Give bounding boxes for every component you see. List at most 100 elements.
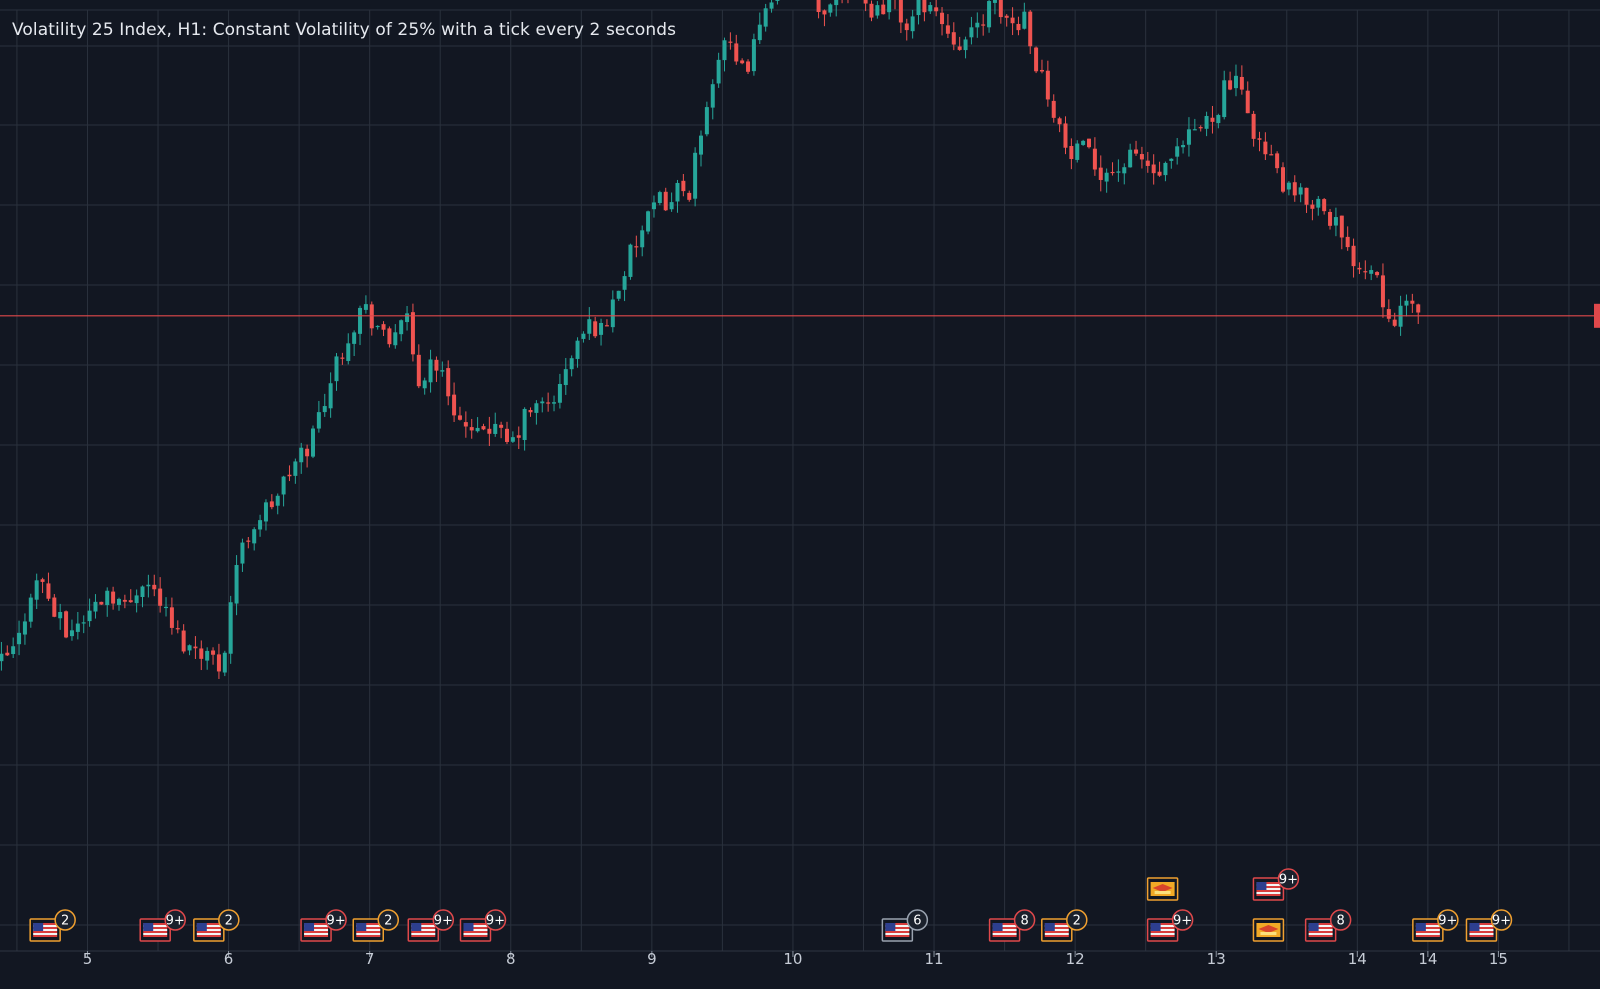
event-marker[interactable]: 2 (29, 909, 76, 942)
event-marker[interactable] (1252, 918, 1285, 942)
event-marker[interactable]: 2 (193, 909, 240, 942)
candle-body (75, 623, 80, 632)
candle-body (687, 192, 692, 200)
event-marker[interactable]: 9+ (407, 909, 455, 942)
candle-body (1392, 319, 1397, 326)
candle-body (910, 16, 915, 32)
candle-body (1163, 162, 1168, 176)
candle (863, 0, 868, 12)
candle (293, 458, 298, 484)
event-badge-count: 8 (1336, 914, 1344, 929)
candle (393, 324, 398, 349)
candle-body (205, 650, 210, 661)
event-marker[interactable]: 6 (881, 909, 929, 942)
price-axis-marker[interactable] (1594, 303, 1600, 328)
event-marker[interactable]: 9+ (1465, 909, 1513, 942)
candle (622, 271, 627, 302)
candle-body (1116, 171, 1121, 173)
candle-body (775, 0, 780, 1)
candle (1045, 60, 1050, 107)
candle-body (128, 600, 133, 603)
event-marker[interactable]: 9+ (300, 909, 347, 942)
candle-body (246, 540, 251, 542)
candle-body (951, 32, 956, 45)
candle-body (693, 152, 698, 199)
event-marker[interactable]: 2 (352, 909, 400, 942)
event-marker[interactable]: 8 (1304, 909, 1352, 942)
candle-body (169, 607, 174, 628)
candle (552, 395, 557, 412)
candle-body (1416, 304, 1421, 313)
event-marker[interactable]: 2 (1041, 909, 1088, 942)
candle (358, 305, 363, 346)
candle (440, 361, 445, 377)
event-marker[interactable]: 8 (988, 909, 1036, 942)
candle-body (1257, 138, 1262, 140)
candle-body (122, 599, 127, 602)
candle-body (99, 601, 104, 605)
event-marker[interactable]: 9+ (1252, 868, 1300, 901)
candle-body (375, 325, 380, 328)
candle-body (1345, 236, 1350, 248)
event-badge-count: 9+ (166, 914, 185, 929)
candle (1034, 46, 1039, 74)
event-marker[interactable]: 9+ (139, 909, 186, 942)
candle-body (599, 322, 604, 335)
candle-body (640, 230, 645, 248)
candle (1304, 187, 1309, 213)
event-marker[interactable]: 9+ (459, 909, 507, 942)
event-marker[interactable] (1146, 877, 1179, 901)
candle-body (487, 428, 492, 434)
candle-body (1181, 145, 1186, 148)
candle-body (869, 3, 874, 18)
candle-body (998, 0, 1003, 18)
candle (510, 431, 515, 444)
us-flag-icon (992, 923, 1017, 937)
event-marker[interactable]: 9+ (1412, 909, 1459, 942)
candle (651, 195, 656, 218)
candle-body (1045, 70, 1050, 100)
candle (81, 615, 86, 634)
candle-body (822, 10, 827, 15)
candle-body (769, 2, 774, 9)
candle-body (358, 307, 363, 334)
candle (1322, 198, 1327, 215)
candle (164, 597, 169, 617)
us-flag-icon (885, 923, 910, 937)
candle (934, 0, 939, 17)
candle (316, 400, 321, 433)
candle (593, 316, 598, 339)
candle-body (105, 590, 110, 606)
candle-body (69, 630, 74, 637)
candle (305, 444, 310, 468)
candle (475, 417, 480, 433)
candle (581, 331, 586, 343)
candle-body (1404, 300, 1409, 306)
us-flag-icon (463, 923, 488, 937)
candle (434, 356, 439, 382)
candle-body (1304, 187, 1309, 205)
candle (763, 3, 768, 32)
x-tick-label: 14 (1418, 950, 1437, 968)
candle (1281, 162, 1286, 194)
event-marker[interactable]: 9+ (1146, 909, 1194, 942)
candle (363, 295, 368, 314)
x-tick-label: 8 (506, 950, 516, 968)
candle-body (828, 4, 833, 13)
candle-body (945, 25, 950, 34)
event-badge (1490, 909, 1513, 931)
candle-body (1275, 153, 1280, 169)
candle-body (728, 41, 733, 43)
candle-body (287, 474, 292, 477)
candle-body (516, 435, 521, 438)
candle (1310, 200, 1315, 221)
candle (310, 425, 315, 459)
candle (1145, 151, 1150, 173)
candle (122, 594, 127, 609)
candle (69, 619, 74, 641)
candle (734, 34, 739, 65)
candle (222, 650, 227, 677)
candle-body (593, 321, 598, 337)
candle (1239, 65, 1244, 95)
